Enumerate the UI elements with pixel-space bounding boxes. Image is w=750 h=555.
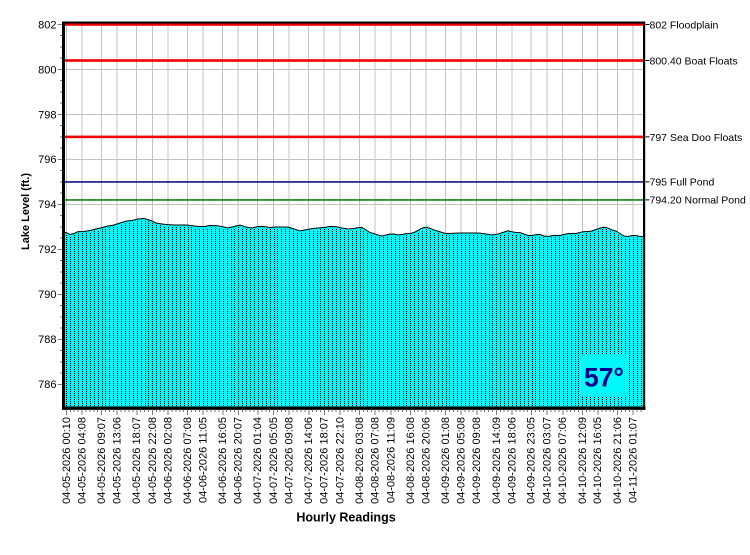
svg-text:786: 786 (38, 379, 56, 391)
svg-text:800.40 Boat Floats: 800.40 Boat Floats (650, 55, 738, 67)
svg-text:04-07-2026 14:06: 04-07-2026 14:06 (303, 417, 315, 504)
svg-text:04-09-2026 23:05: 04-09-2026 23:05 (526, 417, 538, 504)
svg-text:Hourly Readings: Hourly Readings (296, 511, 395, 525)
svg-text:790: 790 (38, 289, 56, 301)
svg-text:04-09-2026 05:08: 04-09-2026 05:08 (456, 417, 468, 504)
svg-text:04-07-2026 18:07: 04-07-2026 18:07 (319, 417, 331, 504)
svg-text:04-07-2026 01:04: 04-07-2026 01:04 (252, 417, 264, 504)
svg-text:04-05-2026 09:07: 04-05-2026 09:07 (96, 417, 108, 504)
svg-text:04-05-2026 13:06: 04-05-2026 13:06 (112, 417, 124, 504)
svg-text:04-06-2026 20:07: 04-06-2026 20:07 (233, 417, 245, 504)
svg-text:794.20 Normal Pond: 794.20 Normal Pond (650, 195, 746, 207)
svg-text:04-09-2026 09:08: 04-09-2026 09:08 (471, 417, 483, 504)
svg-text:Lake Level (ft.): Lake Level (ft.) (20, 173, 32, 250)
svg-text:04-07-2026 09:08: 04-07-2026 09:08 (284, 417, 296, 504)
svg-text:788: 788 (38, 334, 56, 346)
svg-text:04-05-2026 18:07: 04-05-2026 18:07 (131, 417, 143, 504)
svg-text:04-05-2026 22:08: 04-05-2026 22:08 (147, 417, 159, 504)
svg-text:04-08-2026 11:09: 04-08-2026 11:09 (385, 417, 397, 503)
svg-text:798: 798 (38, 109, 56, 121)
svg-text:04-10-2026 03:07: 04-10-2026 03:07 (542, 417, 554, 504)
svg-text:04-06-2026 11:05: 04-06-2026 11:05 (197, 417, 209, 503)
svg-text:04-06-2026 02:08: 04-06-2026 02:08 (162, 417, 174, 504)
svg-text:797 Sea Doo Floats: 797 Sea Doo Floats (650, 132, 743, 144)
svg-text:04-07-2026 22:10: 04-07-2026 22:10 (335, 417, 347, 504)
svg-text:04-07-2026 05:05: 04-07-2026 05:05 (268, 417, 280, 504)
svg-text:800: 800 (38, 64, 56, 76)
svg-text:04-05-2026 00:10: 04-05-2026 00:10 (61, 417, 73, 504)
svg-text:802: 802 (38, 19, 56, 31)
svg-text:04-06-2026 07:08: 04-06-2026 07:08 (182, 417, 194, 504)
svg-text:04-06-2026 16:05: 04-06-2026 16:05 (217, 417, 229, 504)
svg-text:04-10-2026 21:06: 04-10-2026 21:06 (612, 417, 624, 504)
svg-text:04-08-2026 03:08: 04-08-2026 03:08 (354, 417, 366, 504)
svg-text:796: 796 (38, 154, 56, 166)
svg-text:802 Floodplain: 802 Floodplain (650, 19, 719, 31)
svg-text:04-09-2026 14:09: 04-09-2026 14:09 (491, 417, 503, 504)
svg-text:795 Full Pond: 795 Full Pond (650, 177, 715, 189)
svg-text:04-08-2026 16:08: 04-08-2026 16:08 (405, 417, 417, 504)
svg-text:794: 794 (38, 199, 56, 211)
svg-text:04-09-2026 18:06: 04-09-2026 18:06 (506, 417, 518, 504)
svg-text:04-09-2026 01:08: 04-09-2026 01:08 (440, 417, 452, 504)
svg-text:792: 792 (38, 244, 56, 256)
svg-text:04-05-2026 04:08: 04-05-2026 04:08 (76, 417, 88, 504)
svg-text:57°: 57° (584, 363, 624, 393)
svg-text:04-08-2026 20:06: 04-08-2026 20:06 (420, 417, 432, 504)
svg-text:04-10-2026 16:05: 04-10-2026 16:05 (592, 417, 604, 504)
svg-text:04-08-2026 07:08: 04-08-2026 07:08 (370, 417, 382, 504)
svg-text:04-11-2026 01:07: 04-11-2026 01:07 (628, 417, 640, 503)
svg-text:04-10-2026 12:09: 04-10-2026 12:09 (577, 417, 589, 504)
svg-text:04-10-2026 07:06: 04-10-2026 07:06 (557, 417, 569, 504)
